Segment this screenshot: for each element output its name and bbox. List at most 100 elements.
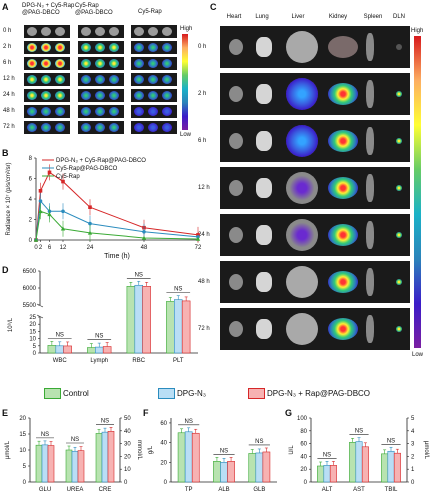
b-point — [87, 230, 93, 235]
e-bar — [71, 450, 79, 483]
f-y-tick-label: 40 — [160, 441, 167, 447]
b-y-tick-label: 4 — [29, 197, 33, 203]
e-bar — [95, 433, 103, 483]
a-image-cell — [131, 73, 177, 86]
a-image-cell — [24, 121, 70, 134]
g-bar — [317, 465, 325, 483]
a-sample-spot — [134, 43, 144, 52]
e-sig-label: NS — [71, 437, 79, 443]
f-y-tick-label: 20 — [160, 460, 167, 466]
organ-label-lung: Lung — [255, 14, 269, 20]
c-organ-spleen — [366, 268, 374, 296]
c-organ-heart — [229, 180, 243, 196]
a-image-cell — [24, 73, 70, 86]
b-series-line — [35, 210, 199, 241]
b-legend-label: Cy5-Rap@PAG-DBCO — [56, 166, 118, 172]
scale-a-high: High — [180, 26, 193, 32]
b-y-tick-label: 2 — [29, 218, 33, 224]
legend-swatch-control — [44, 388, 61, 399]
a-sample-spot — [81, 123, 91, 132]
d-sig-label: NS — [174, 287, 182, 293]
e-y-tick-label-right: 30 — [124, 442, 131, 448]
f-bar — [191, 432, 200, 483]
col-header-pag: Cy5-Rap @PAG-DBCO — [75, 3, 113, 16]
a-row-label: 6 h — [3, 60, 12, 66]
c-row-label: 12 h — [198, 185, 210, 191]
a-sample-spot — [81, 91, 91, 100]
d-x-tick-label: Lymph — [90, 358, 108, 364]
b-x-tick-label: 72 — [195, 245, 202, 251]
e-bar — [77, 450, 85, 483]
d-y-tick-label: 25 — [29, 315, 36, 321]
a-sample-spot — [41, 91, 51, 100]
c-organ-dln — [396, 326, 402, 332]
d-bar — [134, 284, 144, 354]
a-sample-spot — [148, 27, 158, 36]
a-sample-spot — [109, 107, 119, 116]
col-header-free: Cy5-Rap — [138, 9, 162, 15]
e-sig-label: NS — [41, 432, 49, 438]
legend-label-dpg: DPG-N₃ — [177, 389, 207, 398]
legend-label-control: Control — [63, 389, 89, 398]
b-point — [61, 209, 65, 214]
c-organ-kidney — [328, 271, 358, 293]
f-x-tick-label: TP — [185, 487, 193, 493]
d-bar — [174, 299, 183, 354]
d-bar — [63, 345, 72, 354]
panel-label-e: E — [2, 408, 9, 418]
b-point — [88, 221, 92, 226]
organ-label-heart: Heart — [226, 14, 242, 20]
c-organ-spleen — [366, 221, 374, 249]
f-bar — [177, 432, 186, 483]
a-image-cell — [24, 105, 70, 118]
panel-label-a: A — [2, 2, 9, 12]
a-image-cell — [24, 89, 70, 102]
c-image-row — [220, 73, 410, 115]
c-organ-dln — [396, 279, 402, 285]
a-sample-spot — [81, 75, 91, 84]
b-x-tick-label: 2 — [39, 245, 43, 251]
d-y-tick-label: 6500 — [23, 269, 37, 275]
c-organ-kidney — [328, 177, 358, 199]
d-sig-label: NS — [56, 332, 64, 338]
a-sample-spot — [41, 75, 51, 84]
c-organ-lung — [256, 319, 272, 339]
a-image-cell — [78, 89, 124, 102]
a-image-cell — [131, 57, 177, 70]
a-row-label: 72 h — [3, 124, 15, 130]
c-image-row — [220, 120, 410, 162]
a-image-cell — [24, 25, 70, 38]
g-y-tick-label: 60 — [300, 442, 307, 448]
d-bar — [142, 285, 151, 354]
c-organ-kidney — [328, 130, 358, 152]
a-image-cell — [78, 73, 124, 86]
a-sample-spot — [27, 27, 37, 36]
panel-label-f: F — [143, 408, 149, 418]
e-x-tick-label: UREA — [67, 487, 84, 493]
d-sig-label: NS — [95, 334, 103, 340]
a-sample-spot — [162, 107, 172, 116]
c-organ-lung — [256, 84, 272, 104]
c-organ-spleen — [366, 127, 374, 155]
a-image-cell — [24, 57, 70, 70]
c-organ-liver — [286, 266, 318, 298]
d-bar — [181, 300, 191, 354]
f-x-tick-label: GLB — [253, 487, 265, 493]
a-sample-spot — [148, 91, 158, 100]
g-y-tick-label-right: 3 — [411, 442, 415, 448]
a-image-cell — [24, 41, 70, 54]
a-row-label: 24 h — [3, 92, 15, 98]
e-y-tick-label-right: 20 — [124, 454, 131, 460]
a-image-cell — [78, 57, 124, 70]
c-organ-dln — [396, 232, 402, 238]
a-sample-spot — [148, 43, 158, 52]
a-sample-spot — [95, 27, 105, 36]
b-y-axis-label: Radiance × 10⁷ (p/s/cm²/sr) — [5, 162, 12, 235]
f-bar — [220, 462, 228, 483]
c-organ-heart — [229, 133, 243, 149]
a-image-cell — [131, 105, 177, 118]
d-bar — [126, 285, 136, 354]
a-sample-spot — [148, 59, 158, 68]
e-y-axis-label-left: μmol/L — [5, 440, 11, 459]
